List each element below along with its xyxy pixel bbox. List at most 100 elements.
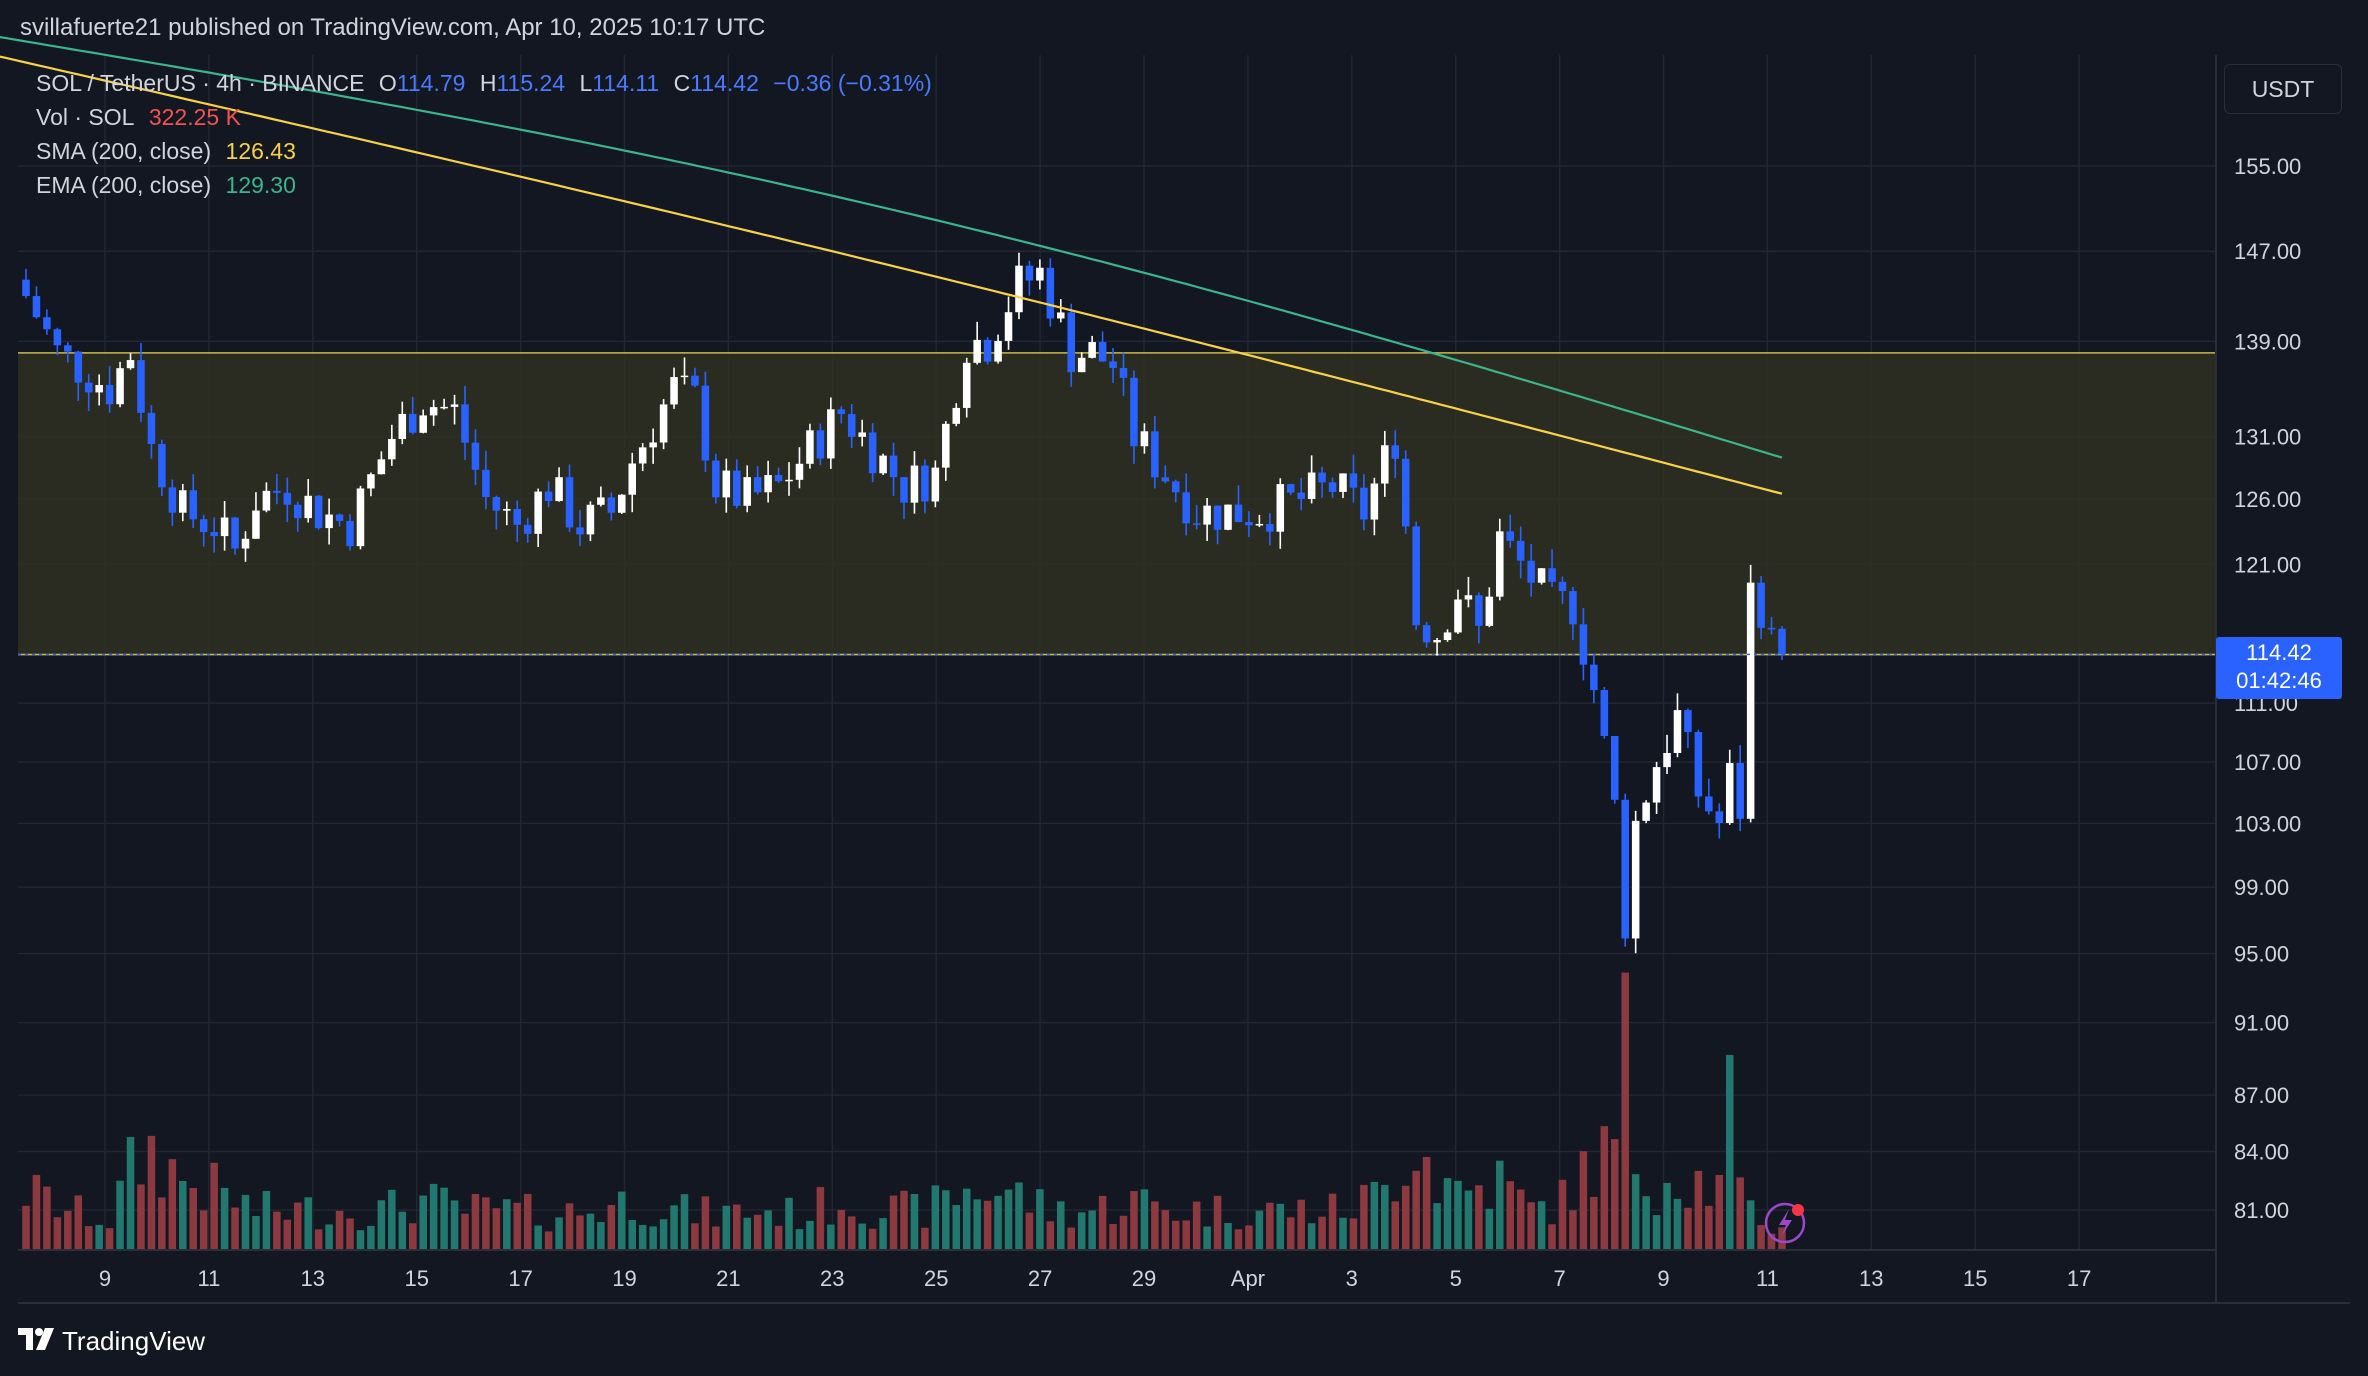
volume-bar — [701, 1196, 710, 1250]
volume-bar — [283, 1219, 292, 1250]
y-tick-label: 99.00 — [2234, 875, 2289, 900]
candle-body — [1381, 445, 1389, 484]
candle-body — [973, 339, 981, 363]
volume-bar — [398, 1211, 407, 1250]
volume-bar — [1412, 1170, 1420, 1250]
volume-bar — [973, 1199, 981, 1250]
volume-bar — [523, 1193, 532, 1250]
legend-low-value: 114.11 — [592, 70, 660, 96]
volume-bar — [1098, 1195, 1107, 1250]
bar-countdown: 01:42:46 — [2236, 668, 2322, 693]
volume-bar — [1590, 1196, 1598, 1250]
candle-body — [900, 477, 908, 503]
last-price-label: 114.42 01:42:46 — [2216, 637, 2342, 699]
alert-icon[interactable] — [1764, 1202, 1806, 1244]
candle-body — [1140, 431, 1149, 447]
volume-bar — [1328, 1193, 1337, 1250]
y-tick-label: 103.00 — [2234, 811, 2301, 836]
candle-body — [1527, 560, 1535, 583]
volume-bar — [440, 1187, 448, 1250]
currency-selector[interactable]: USDT — [2224, 64, 2342, 114]
candle-body — [168, 487, 177, 513]
legend-ema-row[interactable]: EMA (200, close) 129.30 — [36, 168, 940, 202]
candle-body — [1506, 531, 1515, 541]
candle-body — [335, 514, 344, 521]
candle-body — [1266, 523, 1274, 532]
candle-body — [220, 517, 229, 537]
x-tick-label: 9 — [1657, 1266, 1669, 1291]
candle-body — [1234, 504, 1243, 522]
candle-body — [1192, 523, 1201, 525]
volume-bar — [1652, 1215, 1661, 1250]
candle-body — [628, 463, 637, 495]
volume-bar — [1339, 1217, 1347, 1250]
candle-body — [1077, 357, 1086, 373]
candle-body — [806, 430, 814, 464]
volume-bar — [1381, 1184, 1389, 1250]
candle-body — [377, 459, 386, 475]
legend-sma-value: 126.43 — [225, 138, 296, 164]
legend-sma-row[interactable]: SMA (200, close) 126.43 — [36, 134, 940, 168]
candle-body — [785, 479, 793, 482]
candle-body — [607, 497, 616, 513]
volume-bar — [241, 1194, 250, 1250]
legend-high-label: H — [479, 70, 497, 96]
candle-body — [983, 339, 992, 362]
candle-body — [1401, 458, 1410, 527]
candle-body — [837, 409, 846, 415]
candle-body — [659, 404, 668, 443]
volume-bar — [858, 1223, 866, 1250]
candle-body — [931, 467, 940, 502]
volume-bar — [837, 1209, 846, 1250]
volume-bar — [126, 1137, 135, 1250]
candle-body — [32, 296, 41, 318]
volume-bar — [638, 1224, 647, 1250]
candle-body — [712, 460, 720, 498]
candle-body — [649, 442, 657, 448]
legend-ohlc-row: SOL / TetherUS · 4h · BINANCE O114.79 H1… — [36, 66, 940, 100]
legend-volume-row[interactable]: Vol · SOL 322.25 K — [36, 100, 940, 134]
candle-body — [1642, 802, 1650, 821]
candle-body — [1464, 595, 1473, 600]
candle-body — [618, 494, 626, 513]
candle-body — [1004, 312, 1013, 341]
x-tick-label: 5 — [1450, 1266, 1462, 1291]
candle-body — [1088, 342, 1096, 358]
candle-body — [262, 490, 271, 511]
tradingview-brand[interactable]: TradingView — [18, 1326, 205, 1357]
candle-body — [638, 447, 647, 464]
volume-bar — [847, 1216, 856, 1250]
volume-bar — [22, 1205, 30, 1250]
candle-body — [544, 491, 553, 502]
legend-volume-label: Vol · SOL — [36, 104, 135, 130]
candle-body — [450, 404, 459, 407]
candle-body — [1109, 361, 1117, 369]
volume-bar — [1276, 1203, 1285, 1250]
volume-bar — [827, 1224, 835, 1250]
volume-bar — [388, 1189, 396, 1250]
candle-body — [1621, 799, 1629, 939]
candle-body — [492, 497, 501, 511]
candle-body — [1171, 481, 1180, 493]
legend-volume-value: 322.25 K — [148, 104, 241, 130]
volume-bar — [712, 1226, 720, 1250]
volume-bar — [419, 1195, 427, 1250]
candle-body — [1307, 472, 1316, 499]
candle-body — [1757, 582, 1765, 628]
candle-body — [231, 517, 239, 549]
last-price-value: 114.42 — [2246, 640, 2312, 665]
volume-bar — [304, 1197, 312, 1250]
legend-symbol[interactable]: SOL / TetherUS · 4h · BINANCE — [36, 70, 365, 96]
volume-bar — [95, 1224, 103, 1250]
y-tick-label: 155.00 — [2234, 154, 2301, 179]
volume-bar — [753, 1214, 762, 1250]
x-tick-label: 27 — [1028, 1266, 1052, 1291]
x-tick-label: 9 — [99, 1266, 111, 1291]
volume-bar — [576, 1215, 584, 1250]
chart-legend: SOL / TetherUS · 4h · BINANCE O114.79 H1… — [36, 66, 940, 202]
candle-body — [1025, 265, 1034, 281]
volume-bar — [1757, 1225, 1765, 1250]
candle-body — [513, 509, 522, 525]
candle-body — [471, 442, 480, 470]
